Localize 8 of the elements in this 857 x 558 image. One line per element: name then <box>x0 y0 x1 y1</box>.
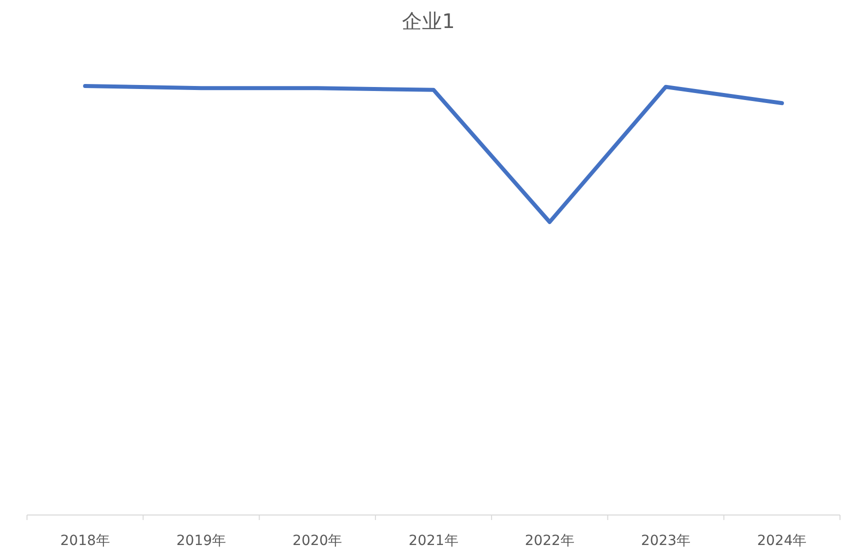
x-tick-label: 2021年 <box>408 533 458 549</box>
x-tick-label: 2023年 <box>640 533 691 549</box>
x-tick-label: 2022年 <box>524 533 574 549</box>
x-tick-label: 2020年 <box>292 533 342 549</box>
chart-title: 企业1 <box>402 9 455 33</box>
x-tick-label: 2018年 <box>60 533 110 549</box>
x-tick-label: 2024年 <box>757 533 807 549</box>
x-tick-label: 2019年 <box>176 533 226 549</box>
